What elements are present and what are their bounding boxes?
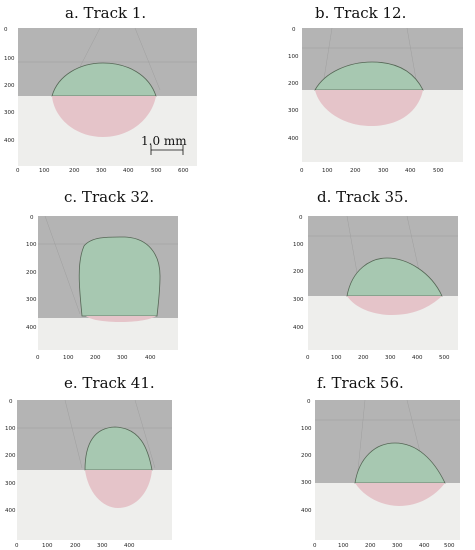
svg-text:100: 100 <box>338 543 349 549</box>
svg-text:300: 300 <box>26 297 37 303</box>
svg-text:500: 500 <box>444 543 455 549</box>
scale-bar-label: 1.0 mm <box>141 134 187 148</box>
x-axis-ticks: 0 100 200 300 400 500 <box>313 543 455 549</box>
svg-text:300: 300 <box>97 543 108 549</box>
micrograph-c: 0 100 200 300 400 0 100 200 300 400 <box>26 215 178 361</box>
y-axis-ticks: 0 100 200 300 400 <box>301 399 312 514</box>
svg-text:200: 200 <box>288 81 299 87</box>
panel-track-12: b. Track 12. 0 100 200 300 400 0 100 200… <box>237 0 475 182</box>
svg-text:0: 0 <box>4 27 8 33</box>
svg-text:300: 300 <box>392 543 403 549</box>
svg-text:500: 500 <box>433 168 444 174</box>
y-axis-ticks: 0 100 200 300 400 <box>288 27 299 142</box>
svg-text:100: 100 <box>26 242 37 248</box>
svg-text:100: 100 <box>301 426 312 432</box>
svg-text:300: 300 <box>5 481 16 487</box>
svg-text:200: 200 <box>90 355 101 361</box>
svg-text:400: 400 <box>123 168 134 174</box>
svg-text:400: 400 <box>145 355 156 361</box>
panel-track-1: a. Track 1. 1.0 mm 0 100 200 300 400 0 1… <box>0 0 237 182</box>
svg-text:100: 100 <box>331 355 342 361</box>
svg-text:200: 200 <box>26 270 37 276</box>
svg-text:200: 200 <box>301 453 312 459</box>
svg-text:400: 400 <box>405 168 416 174</box>
x-axis-ticks: 0 100 200 300 400 <box>15 543 135 549</box>
y-axis-ticks: 0 100 200 300 400 <box>26 215 37 331</box>
y-axis-ticks: 0 100 200 300 400 <box>5 399 16 514</box>
svg-text:0: 0 <box>16 168 20 174</box>
svg-text:300: 300 <box>301 480 312 486</box>
svg-text:300: 300 <box>4 110 15 116</box>
panel-title: a. Track 1. <box>65 4 147 22</box>
svg-text:200: 200 <box>69 168 80 174</box>
svg-text:100: 100 <box>63 355 74 361</box>
svg-text:200: 200 <box>293 269 304 275</box>
svg-text:0: 0 <box>300 168 304 174</box>
svg-text:100: 100 <box>42 543 53 549</box>
svg-text:0: 0 <box>30 215 34 221</box>
svg-text:300: 300 <box>288 108 299 114</box>
svg-text:400: 400 <box>26 325 37 331</box>
micrograph-b: 0 100 200 300 400 0 100 200 300 400 500 <box>288 27 463 174</box>
svg-text:300: 300 <box>385 355 396 361</box>
svg-text:0: 0 <box>15 543 19 549</box>
svg-text:100: 100 <box>293 242 304 248</box>
svg-text:0: 0 <box>36 355 40 361</box>
svg-text:300: 300 <box>117 355 128 361</box>
svg-text:600: 600 <box>178 168 189 174</box>
panel-title: c. Track 32. <box>64 188 155 206</box>
micrograph-d: 0 100 200 300 400 0 100 200 300 400 500 <box>293 215 458 361</box>
svg-text:400: 400 <box>124 543 135 549</box>
svg-text:400: 400 <box>412 355 423 361</box>
micrograph-f: 0 100 200 300 400 0 100 200 300 400 500 <box>301 399 460 549</box>
panel-title: d. Track 35. <box>317 188 409 206</box>
svg-text:500: 500 <box>151 168 162 174</box>
svg-text:200: 200 <box>4 83 15 89</box>
svg-text:0: 0 <box>299 215 303 221</box>
svg-text:200: 200 <box>365 543 376 549</box>
svg-text:100: 100 <box>5 426 16 432</box>
svg-text:100: 100 <box>322 168 333 174</box>
panel-track-35: d. Track 35. 0 100 200 300 400 0 100 200… <box>237 184 475 370</box>
y-axis-ticks: 0 100 200 300 400 <box>293 215 304 331</box>
x-axis-ticks: 0 100 200 300 400 <box>36 355 156 361</box>
x-axis-ticks: 0 100 200 300 400 500 <box>306 355 450 361</box>
svg-text:200: 200 <box>5 453 16 459</box>
svg-text:400: 400 <box>301 508 312 514</box>
svg-text:300: 300 <box>293 297 304 303</box>
x-axis-ticks: 0 100 200 300 400 500 <box>300 168 444 174</box>
svg-text:100: 100 <box>4 56 15 62</box>
svg-text:400: 400 <box>4 138 15 144</box>
svg-text:0: 0 <box>313 543 317 549</box>
svg-text:500: 500 <box>439 355 450 361</box>
svg-text:0: 0 <box>292 27 296 33</box>
svg-text:0: 0 <box>307 399 311 405</box>
svg-text:200: 200 <box>350 168 361 174</box>
panel-track-56: f. Track 56. 0 100 200 300 400 0 100 200… <box>237 370 475 550</box>
panel-track-32: c. Track 32. 0 100 200 300 400 0 100 200… <box>0 184 237 370</box>
panel-title: f. Track 56. <box>317 374 404 392</box>
micrograph-a: 1.0 mm 0 100 200 300 400 0 100 200 300 4… <box>4 27 197 174</box>
micrograph-e: 0 100 200 300 400 0 100 200 300 400 <box>5 399 172 549</box>
svg-text:200: 200 <box>70 543 81 549</box>
svg-text:300: 300 <box>96 168 107 174</box>
svg-text:400: 400 <box>288 136 299 142</box>
panel-track-41: e. Track 41. 0 100 200 300 400 0 100 200… <box>0 370 237 550</box>
svg-text:0: 0 <box>306 355 310 361</box>
panel-title: b. Track 12. <box>315 4 407 22</box>
svg-text:0: 0 <box>9 399 13 405</box>
svg-text:400: 400 <box>293 325 304 331</box>
svg-text:300: 300 <box>378 168 389 174</box>
svg-text:200: 200 <box>358 355 369 361</box>
svg-text:400: 400 <box>5 508 16 514</box>
svg-text:100: 100 <box>39 168 50 174</box>
svg-text:400: 400 <box>419 543 430 549</box>
x-axis-ticks: 0 100 200 300 400 500 600 <box>16 168 189 174</box>
y-axis-ticks: 0 100 200 300 400 <box>4 27 15 144</box>
panel-title: e. Track 41. <box>64 374 155 392</box>
svg-text:100: 100 <box>288 54 299 60</box>
